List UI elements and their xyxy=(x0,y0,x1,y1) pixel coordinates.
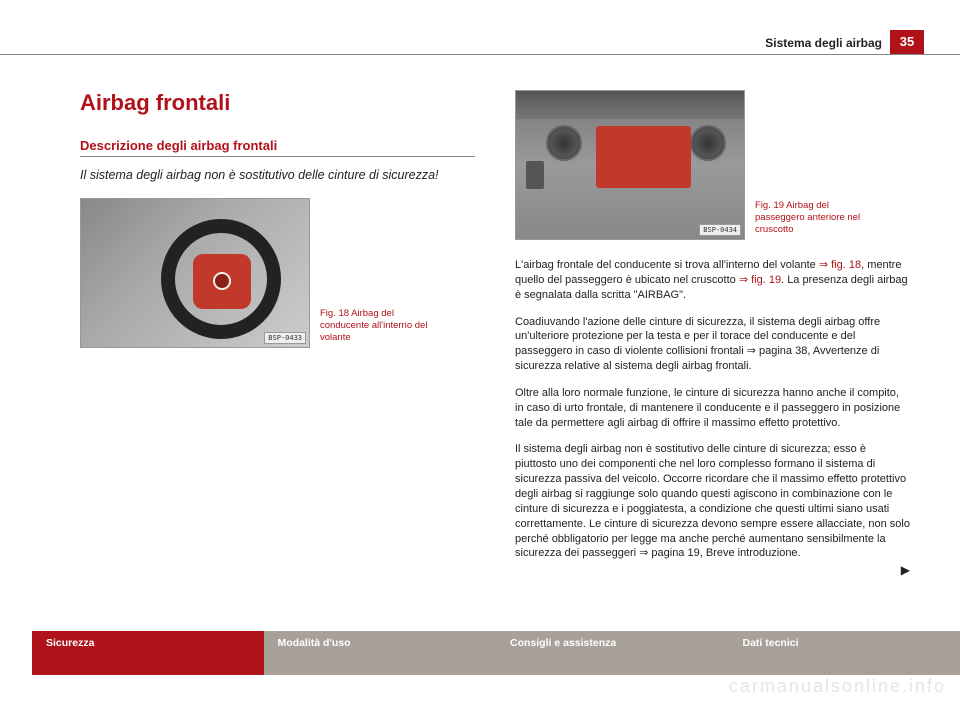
header-divider xyxy=(0,54,960,55)
paragraph-3: Oltre alla loro normale funzione, le cin… xyxy=(515,386,910,431)
tab-modalita-uso[interactable]: Modalità d'uso xyxy=(264,631,496,675)
p1-text-a: L'airbag frontale del conducente si trov… xyxy=(515,259,819,271)
dashboard-button-icon xyxy=(526,161,544,189)
page-number: 35 xyxy=(890,30,924,54)
figure-18-caption: Fig. 18 Airbag del conducente all'intern… xyxy=(320,308,430,348)
paragraph-4: Il sistema degli airbag non è sostitutiv… xyxy=(515,442,910,561)
air-vent-right-icon xyxy=(690,125,726,161)
subheading-underline xyxy=(80,156,475,157)
tab-spacer xyxy=(0,631,32,675)
figure-19-caption: Fig. 19 Airbag del passeggero anteriore … xyxy=(755,200,865,240)
p1-ref-fig18: ⇒ fig. 18 xyxy=(819,259,861,271)
section-label: Sistema degli airbag xyxy=(765,36,882,50)
bottom-tab-bar: Sicurezza Modalità d'uso Consigli e assi… xyxy=(0,631,960,675)
content-columns: Airbag frontali Descrizione degli airbag… xyxy=(80,90,910,573)
figure-19-image: BSP-0434 xyxy=(515,90,745,240)
tab-consigli-assistenza[interactable]: Consigli e assistenza xyxy=(495,631,728,675)
page: Sistema degli airbag 35 Airbag frontali … xyxy=(0,0,960,701)
continue-arrow-icon: ▶ xyxy=(901,563,910,577)
right-column: BSP-0434 Fig. 19 Airbag del passeggero a… xyxy=(515,90,910,573)
lead-text: Il sistema degli airbag non è sostitutiv… xyxy=(80,167,475,184)
figure-18-image: BSP-0433 xyxy=(80,198,310,348)
dashboard-top-icon xyxy=(516,91,744,119)
watermark: carmanualsonline.info xyxy=(729,676,946,697)
figure-19: BSP-0434 Fig. 19 Airbag del passeggero a… xyxy=(515,90,910,240)
paragraph-2: Coadiuvando l'azione delle cinture di si… xyxy=(515,315,910,374)
paragraph-1: L'airbag frontale del conducente si trov… xyxy=(515,258,910,303)
figure-18: BSP-0433 Fig. 18 Airbag del conducente a… xyxy=(80,198,475,348)
tab-sicurezza[interactable]: Sicurezza xyxy=(32,631,264,675)
heading-airbag-frontali: Airbag frontali xyxy=(80,90,475,116)
seat-logo-icon xyxy=(213,272,231,290)
subheading-descrizione: Descrizione degli airbag frontali xyxy=(80,138,475,153)
airbag-passenger-icon xyxy=(596,126,691,188)
tab-dati-tecnici[interactable]: Dati tecnici xyxy=(728,631,960,675)
air-vent-left-icon xyxy=(546,125,582,161)
figure-19-tag: BSP-0434 xyxy=(699,224,741,236)
airbag-driver-icon xyxy=(193,254,251,309)
left-column: Airbag frontali Descrizione degli airbag… xyxy=(80,90,475,573)
p1-ref-fig19: ⇒ fig. 19 xyxy=(739,274,781,286)
figure-18-tag: BSP-0433 xyxy=(264,332,306,344)
